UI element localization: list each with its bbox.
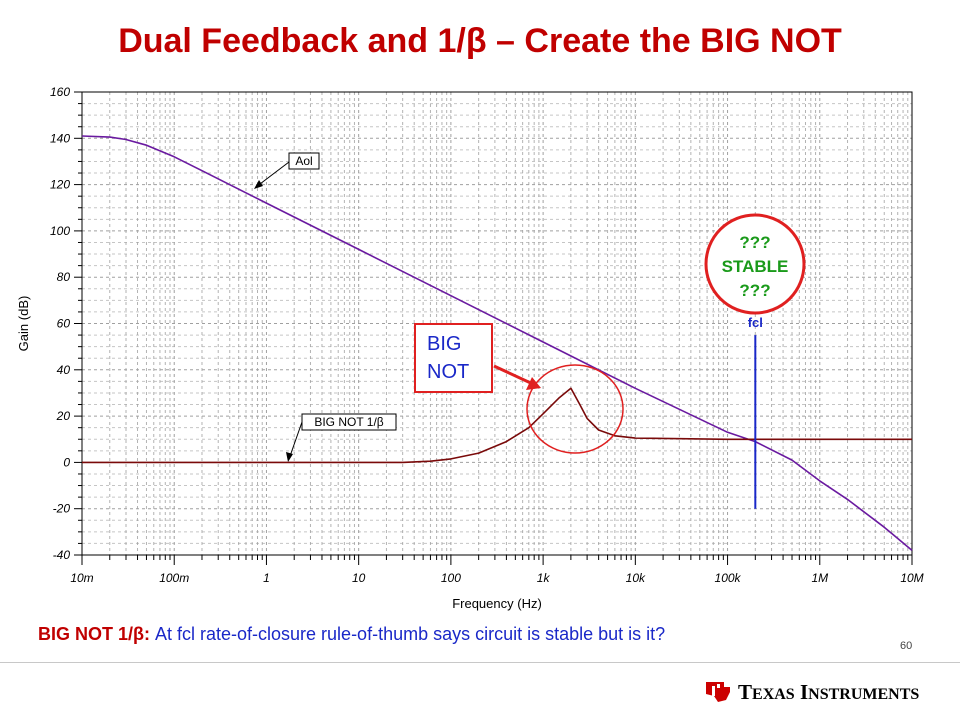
x-tick-label: 10 (352, 571, 366, 585)
ti-wordmark: TEXAS INSTRUMENTS (738, 680, 920, 704)
caption: BIG NOT 1/β: At fcl rate-of-closure rule… (38, 624, 665, 645)
aol-arrowhead (254, 180, 263, 189)
x-tick-label: 1k (537, 571, 551, 585)
x-tick-label: 100k (715, 571, 742, 585)
x-axis-title: Frequency (Hz) (452, 596, 542, 611)
y-tick-label: 160 (50, 85, 70, 99)
stable-text: STABLE (722, 257, 789, 276)
x-tick-label: 1M (811, 571, 828, 585)
y-tick-label: 0 (63, 455, 70, 469)
chart-series: fcl (81, 135, 913, 552)
bignot-leader (288, 421, 303, 460)
y-tick-label: 20 (56, 409, 71, 423)
bignot-curve (82, 387, 912, 464)
stable-text: ??? (739, 233, 770, 252)
x-tick-label: 1 (263, 571, 270, 585)
fcl-label: fcl (748, 315, 763, 330)
stable-circle (704, 213, 806, 315)
ti-logo-icon (706, 682, 730, 702)
big-not-text: NOT (427, 361, 469, 383)
peak-circle (526, 364, 624, 454)
big-not-text: BIG (427, 333, 461, 355)
big-not-arrowhead (526, 377, 541, 390)
x-tick-label: 10m (70, 571, 93, 585)
x-tick-label: 10M (900, 571, 923, 585)
x-tick-label: 10k (626, 571, 646, 585)
chart-annotations: Aol BIG NOT 1/β BIG NOT??? STABLE??? (254, 152, 806, 462)
x-tick-label: 100 (441, 571, 461, 585)
aol-label: Aol (295, 154, 312, 168)
y-tick-label: 80 (57, 270, 71, 284)
big-not-box (414, 323, 493, 393)
x-tick-label: 100m (159, 571, 189, 585)
y-axis: -40 -20 0 20 40 60 80 100 120 140 160 (50, 85, 82, 562)
footer (0, 662, 960, 721)
y-tick-label: 140 (50, 131, 70, 145)
aol-label-box (288, 152, 320, 170)
page-number: 60 (900, 640, 913, 652)
y-tick-label: -40 (53, 548, 71, 562)
caption-lead: BIG NOT 1/β: (38, 624, 150, 644)
y-axis-title: Gain (dB) (16, 296, 31, 352)
big-not-arrow (493, 364, 536, 387)
bignot-arrowhead (286, 452, 293, 462)
aol-curve (81, 135, 913, 552)
y-tick-label: 40 (57, 363, 71, 377)
chart-grid (81, 91, 912, 556)
x-axis: 10m 100m 1 10 100 1k 10k 100k 1M 10M (70, 555, 924, 585)
y-tick-label: 120 (50, 178, 70, 192)
slide-title: Dual Feedback and 1/β – Create the BIG N… (118, 22, 842, 60)
y-tick-label: -20 (53, 502, 71, 516)
y-tick-label: 100 (50, 224, 70, 238)
bignot-label: BIG NOT 1/β (314, 415, 383, 429)
aol-leader (255, 161, 290, 188)
caption-text: At fcl rate-of-closure rule-of-thumb say… (150, 624, 666, 644)
y-tick-label: 60 (57, 317, 71, 331)
stable-text: ??? (739, 281, 770, 300)
